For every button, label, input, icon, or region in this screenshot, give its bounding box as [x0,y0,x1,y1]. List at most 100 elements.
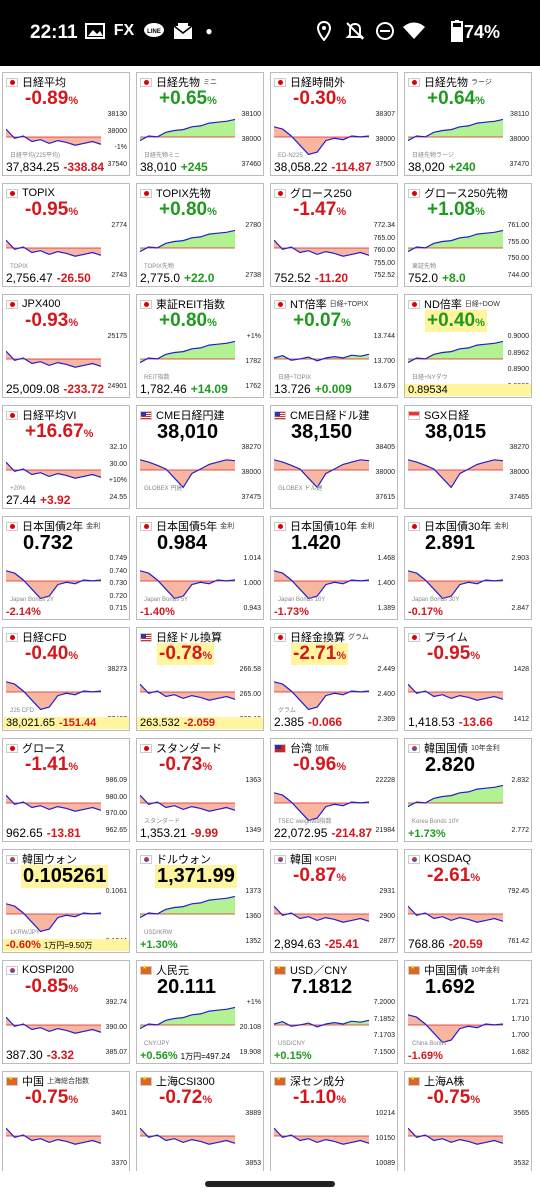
market-tile[interactable]: KOSPI200 -0.85% 392.74 390.00 385.07 387.30 -3… [2,960,130,1064]
tile-name: 日経平均 [22,77,66,89]
tile-price: 1,418.53 [408,715,455,729]
tile-sparkline: Japan Bonds 5Y [140,570,236,603]
wifi-icon [402,18,426,44]
flag-kr-icon [6,965,18,975]
tile-scale-label: 752.52 [373,272,395,279]
tile-sparkline: GLOBEX 円建 [140,459,236,492]
tile-scale-label: 2.832 [511,777,529,784]
market-tile[interactable]: CME日経ドル建 38,150 GLOBEX ドル建 38405 38000 37615 [270,405,398,509]
tile-headline-value: -0.72% [159,1087,213,1108]
market-tile[interactable]: 韓国国債 10年金利 2.820 Korea Bonds 10Y 2.832 2.772 +… [404,738,532,842]
market-tile[interactable]: 日経CFD-0.40%225 CFD382733746738,021.65-15… [2,627,130,731]
market-tile[interactable]: 日経先物 ミニ +0.65% 日経先物ミニ 38100 38000 37460 38,010 +… [136,72,264,176]
market-tile[interactable]: 日本国債5年 金利 0.984 Japan Bonds 5Y 1.014 1.000 0.9… [136,516,264,620]
market-tile[interactable]: CME日経円建 38,010 GLOBEX 円建 38270 38000 37475 [136,405,264,509]
sparkline-watermark: REIT指数 [144,373,170,381]
tile-title: 日経先物 ラージ [408,75,492,89]
tile-title: 東証REIT指数 [140,297,225,311]
market-tile[interactable]: 日経先物 ラージ +0.64% 日経先物ラージ 38110 38000 37470 38,02… [404,72,532,176]
tile-scale-label: 2774 [111,222,127,229]
tile-headline-value: 1.420 [291,532,342,554]
tile-name: 中国 [22,1076,44,1088]
market-tile[interactable]: 日本国債2年 金利 0.732 Japan Bonds 2Y 0.749 0.740 0.7… [2,516,130,620]
flag-kr-icon [6,854,18,864]
tile-scale-label: 2.847 [511,605,529,612]
sparkline-area [274,459,369,488]
tile-scale-label: 30.00 [109,460,127,468]
flag-cn-icon [408,964,420,975]
market-tile[interactable]: 韓国 KOSPI -0.87% 2931 2900 2877 2,894.63 -25.41 [270,849,398,953]
tile-sparkline [408,683,504,701]
tile-scale-label: 1.721 [511,999,529,1006]
market-tile[interactable]: 上海A株-0.75% 3565 3532 [404,1071,532,1171]
market-tile[interactable]: 東証REIT指数 +0.80% REIT指数 +1% 1782 1762 1,782.46 +… [136,294,264,398]
tile-scale-label: 0.720 [109,592,127,600]
tile-name: グロース250 [290,188,352,200]
market-tile[interactable]: 日経時間外 -0.30% ED-N225 38307 38000 37500 38,058.… [270,72,398,176]
sparkline-area [274,570,369,599]
tile-scale-label: 38270 [241,444,261,451]
market-tile[interactable]: 台湾 加権 -0.96% TSEC weighted指数 22228 21984 22,07… [270,738,398,842]
market-tile[interactable]: 韓国ウォン0.1052611KRW/JPY0.10610.1044-0.60%1… [2,849,130,953]
tile-name: 日本国債30年 [424,521,492,533]
sparkline-watermark: GLOBEX 円建 [144,484,182,492]
tile-sparkline: TSEC weighted指数 [274,792,370,825]
market-tile[interactable]: グロース250先物 +1.08% 東証先物 761.00 755.00 750.00 744… [404,183,532,287]
market-tile[interactable]: 上海CSI300-0.72% 3889 3853 [136,1071,264,1171]
market-tile[interactable]: 日経ドル換算-0.78%266.58265.00262.13263.532-2.… [136,627,264,731]
market-tile[interactable]: SGX日経 38,015 38270 38000 37465 [404,405,532,509]
tile-scale-label: 1360 [245,913,261,920]
sparkline-line [274,681,370,711]
tile-scale-label: 761.42 [507,938,529,945]
market-tile[interactable]: 日本国債10年 金利 1.420 Japan Bonds 10Y 1.468 1.400 1… [270,516,398,620]
tile-scale-label: 2900 [379,913,395,920]
tile-scale-label: 1.000 [243,580,261,587]
market-tile[interactable]: スタンダード -0.73% スタンダード 1363 1349 1,353.21 -9.99 [136,738,264,842]
market-tile[interactable]: ドルウォン 1,371.99 USD/KRW 1373 1360 1352 +1.30% [136,849,264,953]
tile-title: 深セン成分 [274,1074,345,1088]
tile-scale-label: 37475 [241,494,261,501]
market-tile[interactable]: グロース250 -1.47% 772.34 765.00 760.00 755.00 752… [270,183,398,287]
flag-kr-icon [140,854,152,864]
tile-bottom-line: 37,834.25 -338.84 [6,160,106,174]
tile-name: 深セン成分 [290,1076,345,1088]
market-tile[interactable]: ND倍率 日経÷DOW +0.40% 日経÷NYダウ 0.9000 0.8962 0.890… [404,294,532,398]
sparkline-line [6,1127,102,1145]
tile-title: TOPIX先物 [140,186,211,200]
tile-headline-value: -0.75% [427,1087,481,1108]
tile-sparkline: USD/CNY [274,1019,370,1047]
market-tile[interactable]: 深セン成分-1.10% 10214 10150 10089 [270,1071,398,1171]
market-tile[interactable]: プライム -0.95% 1428 1412 1,418.53 -13.66 [404,627,532,731]
market-tile[interactable]: TOPIX -0.95% TOPIX 2774 2743 2,756.47 -26.50 [2,183,130,287]
market-tile[interactable]: KOSDAQ -2.61% 792.45 761.42 768.86 -20.59 [404,849,532,953]
market-tile[interactable]: 日経金換算 グラム -2.71% グラム 2.449 2.400 2.369 2.385 -0.… [270,627,398,731]
tile-scale-label: 38000 [509,469,529,476]
market-tile[interactable]: 日本国債30年 金利 2.891 Japan Bonds 30Y 2.903 2.847-… [404,516,532,620]
market-tile[interactable]: 日経平均 -0.89% 日経平均(225平均) 38130 38000 -1% 37540 3… [2,72,130,176]
market-tile[interactable]: TOPIX先物 +0.80% TOPIX先物 2780 2738 2,775.0 +22.0 [136,183,264,287]
tile-headline-value: -0.89% [25,88,79,109]
tile-title: 日経平均 [6,75,66,89]
market-tile[interactable]: NT倍率 日経÷TOPIX +0.07% 日経÷TOPIX 13.744 13.700 13… [270,294,398,398]
market-tile[interactable]: 日経平均VI +16.67% +20% 32.10 30.00 +10% 24.55 27.4… [2,405,130,509]
tile-scale-label: 392.74 [105,999,127,1006]
sparkline-area [140,230,235,252]
tile-headline-value: -0.40% [25,643,79,664]
tile-scale-label: 0.749 [109,555,127,562]
tile-bottom-line: 1,418.53 -13.66 [408,715,495,729]
market-tile[interactable]: JPX400 -0.93% 25175 24901 25,009.08 -233.72 [2,294,130,398]
tile-bottom-line: 2,894.63 -25.41 [274,937,361,951]
flag-jp-icon [6,77,18,87]
flag-cn-icon [6,1075,18,1086]
tile-scale-label: 3565 [513,1110,529,1117]
market-tile[interactable]: グロース -1.41% 986.09 980.00 970.00 962.65 962.65… [2,738,130,842]
tile-change: -13.66 [458,715,493,729]
tile-scale-label: 7.2000 [373,999,395,1006]
tile-scale-label: 3370 [111,1160,127,1167]
home-gesture-handle[interactable] [205,1181,335,1187]
